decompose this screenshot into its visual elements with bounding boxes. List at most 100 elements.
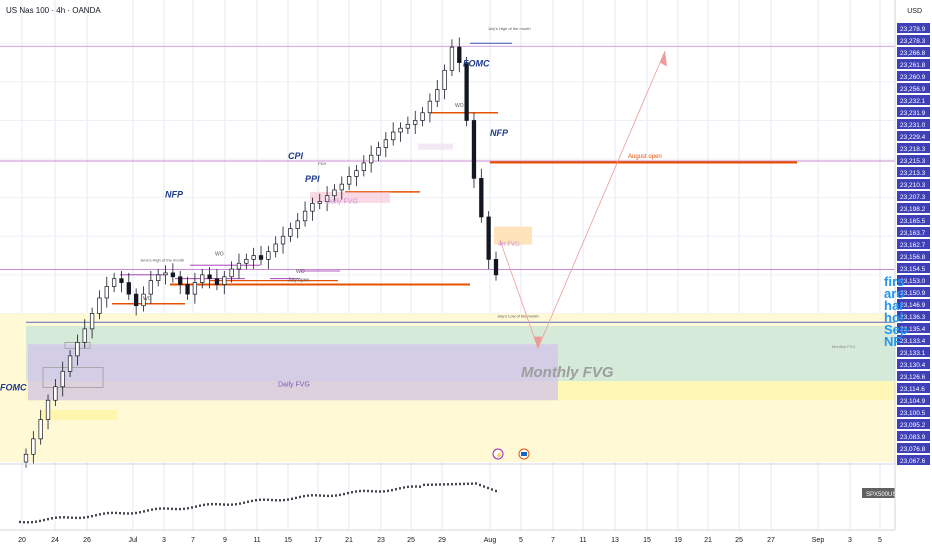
price-label-bg [897, 107, 930, 117]
lower-candle [235, 503, 237, 506]
price-label-bg [897, 251, 930, 261]
x-tick-label: 26 [83, 537, 91, 544]
price-label: 23,146.9 [900, 302, 926, 309]
lower-candle [295, 496, 297, 500]
price-label: 23,165.5 [900, 218, 926, 225]
lower-candle [323, 494, 325, 497]
candle [317, 201, 322, 204]
lower-candle [451, 483, 453, 486]
x-tick-label: 21 [345, 537, 353, 544]
lower-candle [115, 511, 117, 515]
candle [258, 255, 264, 260]
price-label: 23,133.4 [900, 338, 926, 345]
daily-fvg-zone [28, 344, 558, 401]
candle [156, 274, 161, 281]
price-label: 23,154.5 [900, 266, 926, 273]
candle [464, 62, 469, 121]
lower-candle [299, 495, 301, 499]
lower-candle [127, 512, 129, 515]
lower-candle [51, 517, 53, 520]
price-label: 23,207.3 [900, 194, 926, 201]
lower-candle [203, 503, 205, 507]
candle [214, 278, 220, 285]
candle [222, 276, 227, 285]
lower-candle [159, 507, 161, 510]
lower-candle [147, 509, 149, 512]
lower-candle [247, 500, 249, 503]
x-tick-label: 25 [735, 537, 743, 544]
price-label: 23,153.0 [900, 278, 926, 285]
lower-candle [279, 499, 281, 502]
candle [295, 220, 300, 229]
lower-candle [427, 483, 429, 486]
lower-candle [35, 520, 37, 523]
price-label-bg [897, 323, 930, 333]
lower-candle [467, 482, 469, 485]
price-label-bg [897, 407, 930, 417]
lower-candle [63, 516, 65, 519]
event-label: FOMC [0, 383, 27, 393]
candle [369, 154, 374, 164]
price-label-bg [897, 95, 930, 105]
lower-candle [211, 502, 213, 506]
candle [185, 284, 190, 295]
price-label-bg [897, 119, 930, 129]
candle [141, 293, 146, 307]
candle [427, 100, 433, 114]
candle [200, 274, 205, 283]
lower-candle [463, 482, 465, 486]
price-label: 23,114.6 [900, 386, 925, 393]
price-label: 23,126.6 [900, 374, 926, 381]
lower-candle [139, 511, 141, 514]
lower-candle [79, 516, 81, 520]
candle [332, 189, 337, 197]
lower-candle [363, 489, 365, 493]
candle [435, 89, 440, 102]
price-label-bg [897, 347, 930, 357]
event-label: PPI [305, 174, 320, 184]
lower-candle [91, 514, 93, 518]
x-tick-label: 3 [848, 537, 852, 544]
small-zone [418, 143, 453, 150]
right-note-line: Sep [884, 322, 908, 337]
candle [244, 259, 249, 264]
candle [346, 176, 352, 185]
wo-label: WO [215, 252, 224, 258]
right-note-line: aro [884, 286, 905, 301]
candle [163, 272, 168, 276]
x-tick-label: 17 [314, 537, 322, 544]
candle [67, 355, 73, 372]
price-label: 23,136.3 [900, 314, 926, 321]
x-tick-label: 5 [878, 537, 882, 544]
candle [471, 120, 477, 179]
lower-candle [439, 483, 441, 486]
price-label: 23,135.4 [900, 326, 926, 333]
price-label: 23,198.2 [900, 206, 926, 213]
candle [23, 453, 29, 463]
price-label-bg [897, 23, 930, 33]
candle [170, 272, 176, 278]
lower-candle [455, 482, 457, 486]
candle [398, 127, 403, 133]
lower-candle [387, 489, 389, 493]
price-label: 23,133.1 [900, 350, 926, 357]
price-label-bg [897, 227, 930, 237]
price-label: 23,261.8 [900, 62, 926, 69]
candle [457, 46, 462, 63]
x-tick-label: 15 [284, 537, 292, 544]
lower-candle [339, 493, 341, 497]
lower-candle [175, 507, 177, 511]
fvg-4h-label: 4H FVG [498, 242, 520, 248]
lower-candle [23, 521, 25, 524]
price-label: 23,104.9 [900, 398, 926, 405]
x-tick-label: 19 [674, 537, 682, 544]
lower-candle [55, 516, 57, 519]
candle [229, 268, 234, 278]
price-label: 23,218.3 [900, 146, 926, 153]
candle [192, 282, 198, 295]
price-label: 23,231.9 [900, 110, 926, 117]
small-yellow-box [40, 409, 117, 420]
lower-candle [239, 502, 241, 505]
symbol-title: US Nas 100 · 4h · OANDA [6, 6, 101, 15]
